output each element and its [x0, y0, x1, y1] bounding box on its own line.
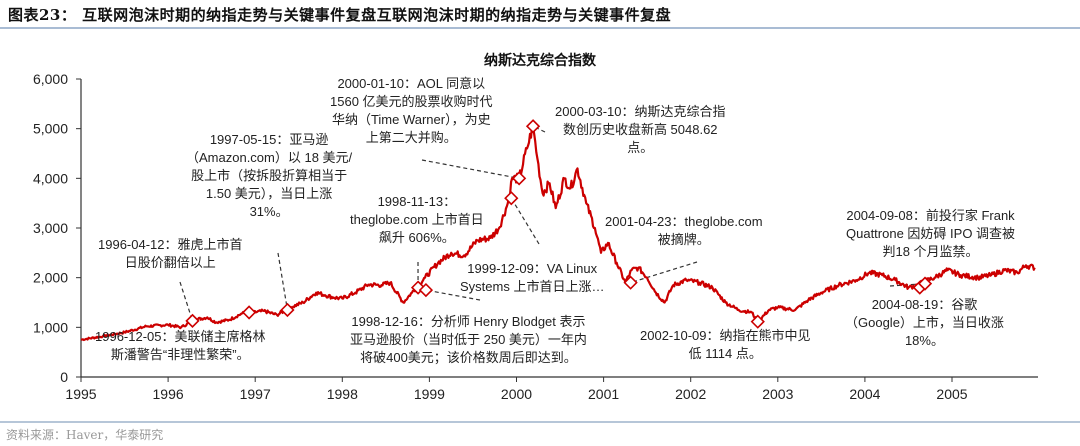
annotation-line: 点。 [627, 140, 654, 155]
annotation-1996-12-05: 1996-12-05：美联储主席格林 斯潘警告“非理性繁荣”。 [95, 328, 266, 364]
annotation-line: 2000-03-10：纳斯达克综合指 [555, 104, 726, 119]
event-marker-1998-12-16 [418, 282, 434, 298]
event-marker-1996-04-12 [185, 313, 200, 329]
y-tick-label: 4,000 [33, 170, 68, 186]
annotation-line: 1996-04-12：雅虎上市首 [98, 237, 243, 252]
annotation-1998-11-13: 1998-11-13： theglobe.com 上市首日 飙升 606%。 [350, 193, 484, 247]
annotation-line: 2001-04-23：theglobe.com [605, 214, 763, 229]
annotation-line: （Google）上市，当日收涨 [845, 315, 1004, 330]
event-markers [185, 119, 933, 329]
x-tick-label: 1999 [414, 386, 445, 402]
annotation-line: 亚马逊股价（当时低于 250 美元）一年内 [350, 332, 587, 347]
x-tick-label: 1996 [153, 386, 184, 402]
annotation-line: 1997-05-15：亚马逊 [209, 132, 329, 147]
annotation-line: 低 1114 点。 [688, 346, 762, 361]
annotation-line: 数创历史收盘新高 5048.62 [562, 122, 718, 137]
annotation-2004-08-19: 2004-08-19：谷歌 （Google）上市，当日收涨 18%。 [845, 296, 1004, 350]
event-marker-2004-09-08 [917, 276, 933, 291]
annotation-line: 18%。 [904, 333, 944, 348]
annotation-line: 2002-10-09：纳指在熊市中见 [640, 328, 811, 343]
x-tick-label: 2000 [501, 386, 532, 402]
annotation-2004-09-08: 2004-09-08：前投行家 Frank Quattrone 因妨碍 IPO 调… [846, 207, 1015, 261]
annotation-line: Systems 上市首日上涨… [460, 279, 605, 294]
annotation-line: 1998-12-16：分析师 Henry Blodget 表示 [351, 314, 586, 329]
annotation-line: 31%。 [249, 204, 289, 219]
annotation-line: 1.50 美元），当日上涨 [205, 186, 333, 201]
annotation-1998-12-16: 1998-12-16：分析师 Henry Blodget 表示 亚马逊股价（当时低… [350, 313, 587, 367]
annotation-line: （Amazon.com）以 18 美元/ [186, 150, 353, 165]
annotation-line: Quattrone 因妨碍 IPO 调查被 [846, 226, 1016, 241]
annotation-line: 将破400美元；该价格数周后即达到。 [360, 350, 577, 365]
annotation-1996-04-12: 1996-04-12：雅虎上市首 日股价翻倍以上 [98, 236, 243, 272]
annotation-line: 2004-09-08：前投行家 Frank [846, 208, 1015, 223]
bottom-divider [0, 421, 1080, 423]
event-marker-2000-01-10 [511, 171, 527, 186]
y-tick-label: 2,000 [33, 270, 68, 286]
x-tick-label: 1995 [65, 386, 96, 402]
annotation-2001-04-23: 2001-04-23：theglobe.com 被摘牌。 [605, 213, 763, 249]
x-tick-label: 2004 [849, 386, 880, 402]
y-tick-label: 5,000 [33, 121, 68, 137]
x-tick-label: 1998 [327, 386, 358, 402]
annotation-line: 1560 亿美元的股票收购时代 [330, 94, 493, 109]
x-tick-label: 2002 [675, 386, 706, 402]
annotation-line: 2004-08-19：谷歌 [871, 297, 978, 312]
annotation-line: 1999-12-09：VA Linux [467, 261, 598, 276]
annotation-line: 斯潘警告“非理性繁荣”。 [110, 347, 250, 362]
x-tick-label: 2003 [762, 386, 793, 402]
annotation-line: 1998-11-13： [377, 194, 457, 209]
top-divider [0, 27, 1080, 29]
annotation-line: 上第二大并购。 [365, 130, 457, 145]
event-marker-2002-10-09 [750, 314, 765, 329]
event-marker-1999-12-09 [504, 191, 519, 206]
annotation-1999-12-09: 1999-12-09：VA Linux Systems 上市首日上涨… [460, 260, 604, 296]
event-marker-1996-12-05 [241, 305, 257, 320]
chart-title: 纳斯达克综合指数 [484, 53, 596, 69]
annotation-line: 日股价翻倍以上 [124, 255, 216, 270]
y-tick-label: 6,000 [33, 71, 68, 87]
annotation-2002-10-09: 2002-10-09：纳指在熊市中见低 1114 点。 [640, 327, 811, 363]
source-note: 资料来源：Haver，华泰研究 [6, 428, 164, 442]
annotation-line: theglobe.com 上市首日 [350, 212, 484, 227]
annotation-line: 1996-12-05：美联储主席格林 [95, 329, 266, 344]
figure-title: 图表23： 互联网泡沫时期的纳指走势与关键事件复盘互联网泡沫时期的纳指走势与关键… [8, 6, 672, 24]
annotation-2000-01-10: 2000-01-10：AOL 同意以 1560 亿美元的股票收购时代 华纳（Time… [330, 75, 493, 147]
nasdaq-line [80, 125, 1036, 342]
x-tick-label: 2005 [936, 386, 967, 402]
annotation-line: 2000-01-10：AOL 同意以 [337, 76, 486, 91]
y-tick-label: 0 [60, 369, 68, 385]
annotation-line: 股上市（按拆股折算相当于 [191, 168, 348, 183]
x-tick-label: 2001 [588, 386, 619, 402]
event-marker-2000-03-10 [525, 119, 541, 134]
y-tick-label: 1,000 [33, 319, 68, 335]
axes: 0 1,000 2,000 3,000 4,000 5,000 6,000 1995 1996 1… [33, 71, 1038, 402]
y-tick-label: 3,000 [33, 220, 68, 236]
annotation-line: 飙升 606%。 [378, 230, 455, 245]
annotation-1997-05-15: 1997-05-15：亚马逊 （Amazon.com）以 18 美元/股上市（按拆… [186, 131, 352, 221]
x-tick-label: 1997 [240, 386, 271, 402]
event-marker-2001-04-23 [623, 275, 638, 290]
annotation-line: 被摘牌。 [657, 232, 710, 247]
annotation-line: 判18 个月监禁。 [882, 244, 979, 259]
annotation-line: 华纳（Time Warner），为史 [331, 112, 491, 127]
annotation-2000-03-10: 2000-03-10：纳斯达克综合指 数创历史收盘新高 5048.62 点。 [555, 103, 726, 157]
event-marker-1997-05-15 [280, 302, 295, 318]
